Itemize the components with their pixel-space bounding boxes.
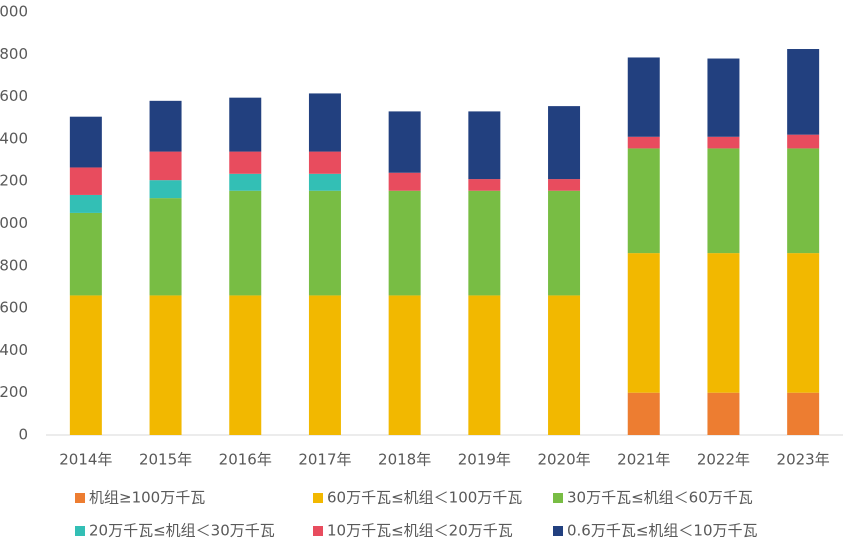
- y-tick-label: 400: [0, 341, 28, 359]
- legend-label: 机组≥100万千瓦: [89, 489, 205, 507]
- bar-segment: [388, 111, 421, 173]
- bar-segment: [69, 295, 102, 435]
- x-tick-label: 2014年: [59, 451, 112, 469]
- y-tick-label: 1800: [0, 45, 28, 63]
- bar-segment: [308, 190, 341, 296]
- bar-segment: [548, 190, 581, 296]
- bar-segment: [69, 212, 102, 296]
- legend-label: 10万千瓦≤机组＜20万千瓦: [327, 522, 513, 540]
- legend-label: 60万千瓦≤机组＜100万千瓦: [327, 489, 522, 507]
- y-tick-label: 1600: [0, 87, 28, 105]
- legend-swatch: [313, 493, 323, 503]
- legend-label: 0.6万千瓦≤机组＜10万千瓦: [567, 522, 758, 540]
- x-tick-label: 2018年: [378, 451, 431, 469]
- bar-segment: [627, 136, 660, 149]
- legend-swatch: [75, 493, 85, 503]
- bar-segment: [787, 134, 820, 149]
- bar-segment: [229, 173, 262, 191]
- y-tick-label: 0: [18, 426, 28, 444]
- bar-segment: [468, 295, 501, 435]
- bar-segment: [229, 151, 262, 174]
- bar-segment: [787, 253, 820, 393]
- bar-segment: [69, 167, 102, 195]
- bar-segment: [468, 190, 501, 296]
- bar-segment: [229, 190, 262, 296]
- x-tick-label: 2023年: [777, 451, 830, 469]
- bar-segment: [308, 151, 341, 174]
- bar-segment: [627, 392, 660, 435]
- bar-segment: [229, 97, 262, 152]
- x-tick-label: 2020年: [537, 451, 590, 469]
- legend-swatch: [75, 526, 85, 536]
- bar-segment: [707, 392, 740, 435]
- bar-segment: [229, 295, 262, 435]
- bar-segment: [787, 49, 820, 135]
- bar-segment: [69, 116, 102, 168]
- legend-label: 30万千瓦≤机组＜60万千瓦: [567, 489, 753, 507]
- x-tick-label: 2021年: [617, 451, 670, 469]
- x-tick-label: 2022年: [697, 451, 750, 469]
- bar-segment: [308, 295, 341, 435]
- bar-segment: [707, 253, 740, 393]
- y-tick-label: 2000: [0, 3, 28, 21]
- bar-segment: [388, 172, 421, 191]
- bar-segment: [308, 173, 341, 191]
- x-tick-label: 2015年: [139, 451, 192, 469]
- y-tick-label: 1200: [0, 172, 28, 190]
- y-tick-label: 600: [0, 299, 28, 317]
- bar-segment: [548, 295, 581, 435]
- bar-segment: [149, 100, 182, 152]
- bar-segment: [69, 194, 102, 213]
- bar-segment: [149, 295, 182, 435]
- bar-segment: [707, 58, 740, 137]
- bar-segment: [627, 148, 660, 254]
- bar-segment: [149, 198, 182, 296]
- bar-segment: [388, 190, 421, 296]
- y-tick-label: 1400: [0, 129, 28, 147]
- bar-segment: [388, 295, 421, 435]
- x-tick-label: 2017年: [298, 451, 351, 469]
- bar-segment: [787, 148, 820, 254]
- bar-segment: [468, 179, 501, 191]
- y-tick-label: 800: [0, 256, 28, 274]
- bar-segment: [468, 111, 501, 180]
- x-tick-label: 2019年: [458, 451, 511, 469]
- bar-segment: [149, 180, 182, 199]
- bar-segment: [548, 179, 581, 191]
- legend-label: 20万千瓦≤机组＜30万千瓦: [89, 522, 275, 540]
- bar-segment: [707, 148, 740, 254]
- y-tick-label: 200: [0, 383, 28, 401]
- bar-segment: [308, 93, 341, 152]
- bar-segment: [149, 151, 182, 181]
- legend-swatch: [553, 493, 563, 503]
- y-tick-label: 1000: [0, 214, 28, 232]
- bar-segment: [627, 253, 660, 393]
- bar-segment: [707, 136, 740, 149]
- bar-segment: [787, 392, 820, 435]
- bar-segment: [627, 57, 660, 137]
- legend-swatch: [313, 526, 323, 536]
- legend-swatch: [553, 526, 563, 536]
- x-tick-label: 2016年: [219, 451, 272, 469]
- bar-segment: [548, 106, 581, 180]
